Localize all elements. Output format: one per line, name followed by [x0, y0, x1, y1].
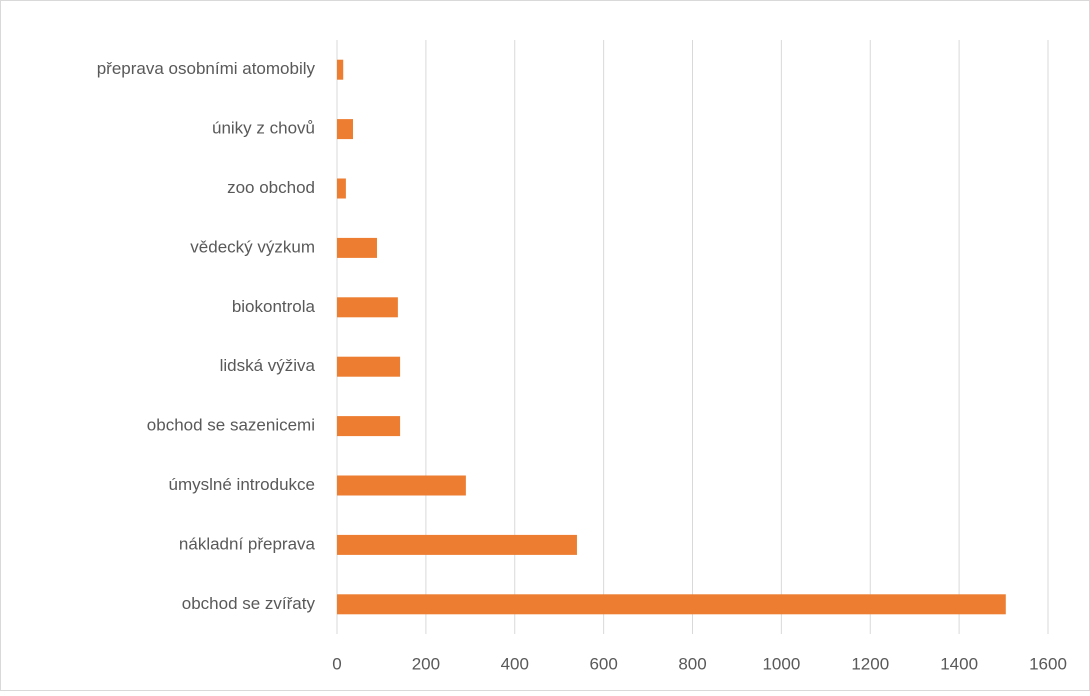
- bar: [337, 178, 346, 199]
- bar: [337, 594, 1006, 615]
- bar: [337, 475, 466, 496]
- x-tick-label: 1600: [1029, 654, 1067, 673]
- y-tick-label: vědecký výzkum: [190, 237, 315, 256]
- bar: [337, 59, 344, 80]
- bar: [337, 356, 401, 377]
- x-tick-label: 200: [412, 654, 440, 673]
- x-tick-label: 400: [501, 654, 529, 673]
- y-tick-label: nákladní přeprava: [179, 534, 316, 553]
- y-tick-label: obchod se zvířaty: [182, 594, 316, 613]
- y-tick-label: lidská výživa: [220, 356, 316, 375]
- bar: [337, 119, 353, 140]
- y-tick-label: úmyslné introdukce: [169, 475, 315, 494]
- bar: [337, 297, 398, 318]
- x-tick-label: 0: [332, 654, 341, 673]
- y-tick-label: biokontrola: [232, 297, 316, 316]
- y-tick-label: obchod se sazenicemi: [147, 416, 315, 435]
- bar: [337, 237, 377, 258]
- y-tick-label: úniky z chovů: [212, 119, 315, 138]
- bar: [337, 416, 401, 437]
- bar: [337, 534, 577, 555]
- x-tick-label: 1200: [851, 654, 889, 673]
- y-tick-label: zoo obchod: [227, 178, 315, 197]
- x-tick-label: 800: [678, 654, 706, 673]
- y-tick-label: přeprava osobními atomobily: [97, 59, 316, 78]
- x-tick-label: 1400: [940, 654, 978, 673]
- x-tick-label: 600: [589, 654, 617, 673]
- x-tick-label: 1000: [762, 654, 800, 673]
